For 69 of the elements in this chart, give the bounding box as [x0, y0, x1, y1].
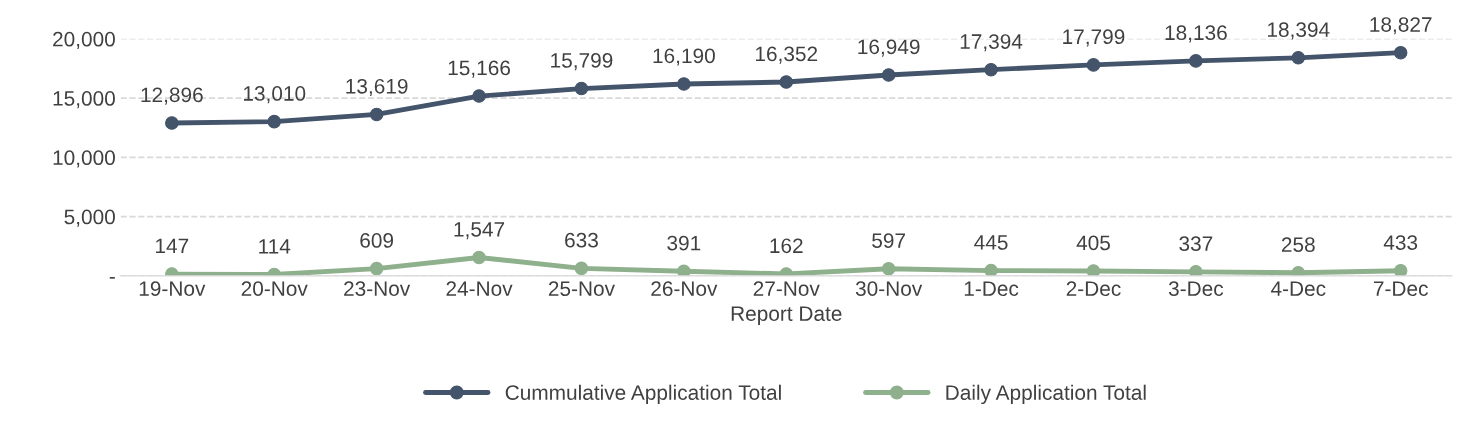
point: [881, 68, 896, 82]
x-tick-label: 20-Nov: [241, 281, 308, 296]
data-label: 445: [974, 235, 1008, 250]
point: [984, 62, 998, 77]
data-label: 633: [565, 232, 598, 248]
y-tick-label: 20,000: [53, 31, 115, 49]
point: [472, 250, 486, 265]
data-label: 162: [770, 238, 803, 254]
point: [1393, 263, 1408, 276]
data-label: 17,799: [1063, 29, 1125, 47]
point: [165, 116, 179, 130]
point: [369, 107, 384, 122]
point: [1189, 265, 1203, 276]
data-label: 15,799: [551, 53, 613, 71]
data-label: 13,010: [243, 86, 306, 104]
data-label: 16,190: [653, 48, 715, 66]
y-tick-label: -: [109, 277, 115, 279]
data-label: 18,394: [1268, 22, 1330, 40]
data-label: 433: [1383, 235, 1418, 250]
point: [984, 263, 998, 276]
x-tick-label: 3-Dec: [1168, 281, 1224, 296]
x-tick-label: 1-Dec: [964, 281, 1019, 296]
data-label: 597: [872, 233, 905, 248]
data-label: 16,352: [755, 46, 818, 64]
point: [1189, 54, 1203, 68]
data-label: 15,166: [448, 60, 510, 78]
data-label: 258: [1281, 237, 1315, 252]
y-tick-label: 5,000: [64, 209, 115, 227]
x-tick-label: 26-Nov: [651, 281, 718, 296]
x-tick-label: 4-Dec: [1270, 281, 1326, 296]
point: [779, 75, 794, 89]
data-label: 17,394: [960, 34, 1023, 52]
x-tick-label: 27-Nov: [753, 281, 820, 296]
point: [881, 261, 896, 276]
point: [574, 81, 589, 96]
data-label: 391: [667, 235, 701, 251]
point: [369, 261, 384, 276]
legend-label: Daily Application Total: [946, 384, 1146, 405]
x-tick-label: 25-Nov: [548, 281, 615, 296]
data-label: 405: [1076, 235, 1110, 251]
x-tick-label: 24-Nov: [446, 281, 513, 296]
data-label: 1,547: [454, 222, 505, 240]
data-label: 337: [1179, 236, 1213, 252]
data-label: 13,619: [346, 78, 408, 97]
point: [1393, 45, 1408, 60]
point: [472, 89, 486, 103]
point: [1086, 58, 1101, 72]
x-tick-label: 7-Dec: [1373, 281, 1428, 296]
point: [677, 264, 691, 276]
x-tick-label: 30-Nov: [855, 281, 923, 296]
y-tick-label: 15,000: [53, 91, 115, 109]
legend-label: Cummulative Application Total: [505, 384, 781, 405]
y-tick-label: 10,000: [53, 150, 115, 168]
data-label: 18,827: [1370, 17, 1432, 35]
data-label: 114: [259, 239, 291, 254]
x-axis-title: Report Date: [731, 306, 842, 326]
point: [1086, 264, 1101, 276]
data-label: 16,949: [858, 39, 920, 57]
x-tick-label: 19-Nov: [139, 281, 206, 296]
data-label: 609: [360, 233, 394, 248]
point: [1291, 51, 1306, 65]
point: [574, 261, 589, 276]
x-tick-label: 2-Dec: [1066, 281, 1121, 296]
point: [267, 114, 281, 129]
x-tick-label: 23-Nov: [344, 281, 411, 296]
point: [677, 77, 691, 91]
data-label: 18,136: [1165, 25, 1227, 43]
data-label: 12,896: [141, 87, 203, 105]
data-label: 147: [156, 238, 189, 254]
